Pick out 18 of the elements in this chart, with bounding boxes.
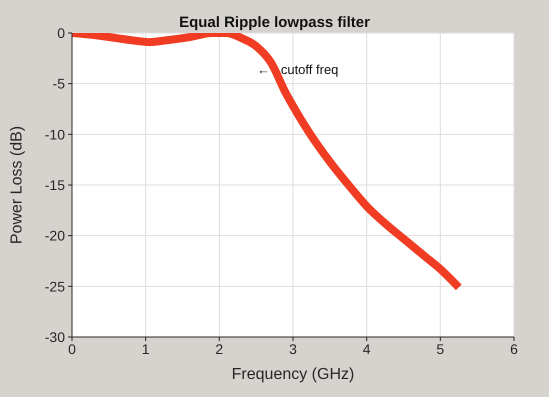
- x-tick-label: 3: [289, 340, 298, 357]
- y-tick-label: -5: [52, 76, 66, 92]
- annotation: ← cutoff freq: [257, 62, 338, 77]
- chart-title: Equal Ripple lowpass filter: [179, 14, 370, 31]
- y-tick-label: -15: [44, 176, 66, 193]
- y-tick-label: 0: [57, 24, 66, 41]
- y-tick-label: -30: [44, 328, 66, 345]
- x-axis-title: Frequency (GHz): [232, 366, 354, 383]
- y-tick-label: -25: [44, 278, 66, 294]
- x-tick-label: 6: [510, 340, 518, 357]
- x-tick-label: 5: [436, 340, 444, 357]
- x-tick-label: 1: [142, 340, 150, 357]
- x-tick-label: 2: [215, 340, 224, 357]
- x-tick-label: 0: [68, 340, 76, 357]
- x-tick-label: 4: [362, 340, 371, 357]
- y-tick-label: -10: [44, 126, 66, 142]
- y-tick-label: -20: [44, 228, 66, 244]
- y-axis-title: Power Loss (dB): [8, 126, 26, 244]
